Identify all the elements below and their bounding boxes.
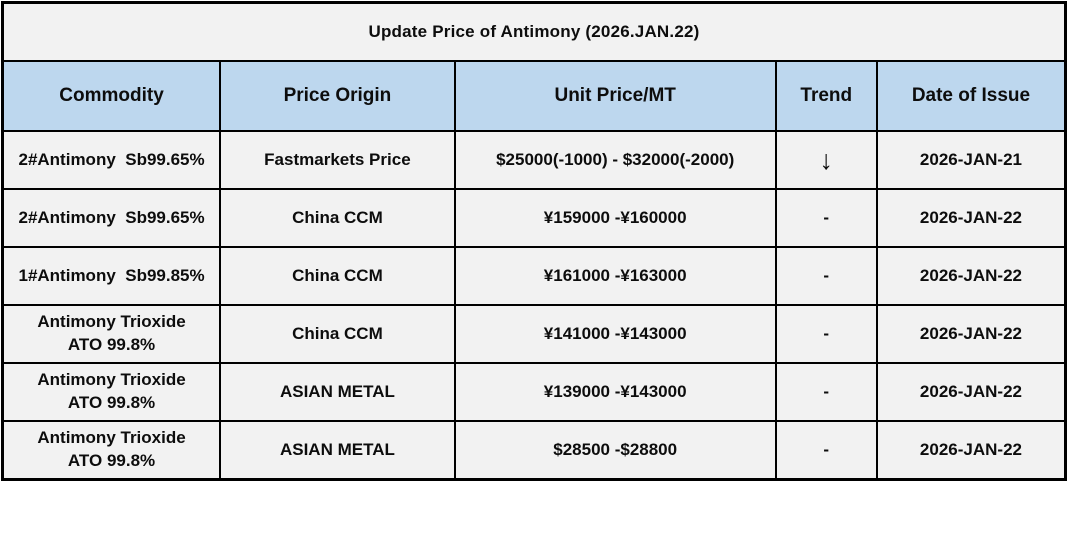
cell-trend: - xyxy=(774,188,878,248)
trend-unchanged-dash: - xyxy=(823,382,830,401)
cell-trend: - xyxy=(774,246,878,306)
cell-trend: - xyxy=(774,362,878,422)
table-row: Antimony Trioxide ATO 99.8% China CCM ¥141… xyxy=(1,304,1067,364)
table-row: 1#Antimony Sb99.85% China CCM ¥161000 -¥16… xyxy=(1,246,1067,306)
cell-price: ¥141000 -¥143000 xyxy=(453,304,777,364)
cell-commodity: Antimony Trioxide ATO 99.8% xyxy=(1,304,222,364)
cell-date: 2026-JAN-22 xyxy=(875,188,1067,248)
trend-unchanged-dash: - xyxy=(823,266,830,285)
cell-date: 2026-JAN-22 xyxy=(875,362,1067,422)
cell-origin: ASIAN METAL xyxy=(219,362,456,422)
trend-unchanged-dash: - xyxy=(823,208,830,227)
cell-origin: China CCM xyxy=(219,188,456,248)
cell-origin: China CCM xyxy=(219,246,456,306)
cell-commodity: Antimony Trioxide ATO 99.8% xyxy=(1,420,222,481)
cell-price: ¥159000 -¥160000 xyxy=(453,188,777,248)
column-header-commodity: Commodity xyxy=(1,60,222,132)
column-header-date: Date of Issue xyxy=(875,60,1067,132)
page-title: Update Price of Antimony (2026.JAN.22) xyxy=(1,1,1067,62)
column-header-origin: Price Origin xyxy=(219,60,456,132)
cell-trend: - xyxy=(774,304,878,364)
column-header-trend: Trend xyxy=(774,60,878,132)
table-row: Antimony Trioxide ATO 99.8% ASIAN METAL $2… xyxy=(1,420,1067,481)
cell-price: ¥139000 -¥143000 xyxy=(453,362,777,422)
cell-date: 2026-JAN-22 xyxy=(875,420,1067,481)
trend-unchanged-dash: - xyxy=(823,324,830,343)
trend-down-arrow-icon: ↓ xyxy=(819,144,834,175)
cell-origin: China CCM xyxy=(219,304,456,364)
cell-commodity: Antimony Trioxide ATO 99.8% xyxy=(1,362,222,422)
column-header-price: Unit Price/MT xyxy=(453,60,777,132)
cell-origin: Fastmarkets Price xyxy=(219,130,456,190)
cell-commodity: 2#Antimony Sb99.65% xyxy=(1,130,222,190)
cell-price: ¥161000 -¥163000 xyxy=(453,246,777,306)
cell-origin: ASIAN METAL xyxy=(219,420,456,481)
cell-trend: - xyxy=(774,420,878,481)
table-row: 2#Antimony Sb99.65% China CCM ¥159000 -¥16… xyxy=(1,188,1067,248)
cell-date: 2026-JAN-21 xyxy=(875,130,1067,190)
cell-price: $25000(-1000) - $32000(-2000) xyxy=(453,130,777,190)
cell-price: $28500 -$28800 xyxy=(453,420,777,481)
cell-trend: ↓ xyxy=(774,130,878,190)
table-row: Antimony Trioxide ATO 99.8% ASIAN METAL ¥1… xyxy=(1,362,1067,422)
table-row: 2#Antimony Sb99.65% Fastmarkets Price $250… xyxy=(1,130,1067,190)
title-row: Update Price of Antimony (2026.JAN.22) xyxy=(1,1,1067,62)
cell-date: 2026-JAN-22 xyxy=(875,246,1067,306)
cell-commodity: 2#Antimony Sb99.65% xyxy=(1,188,222,248)
trend-unchanged-dash: - xyxy=(823,440,830,459)
cell-commodity: 1#Antimony Sb99.85% xyxy=(1,246,222,306)
cell-date: 2026-JAN-22 xyxy=(875,304,1067,364)
header-row: Commodity Price Origin Unit Price/MT Trend D… xyxy=(1,60,1067,132)
antimony-price-table: Update Price of Antimony (2026.JAN.22) C… xyxy=(1,1,1067,481)
